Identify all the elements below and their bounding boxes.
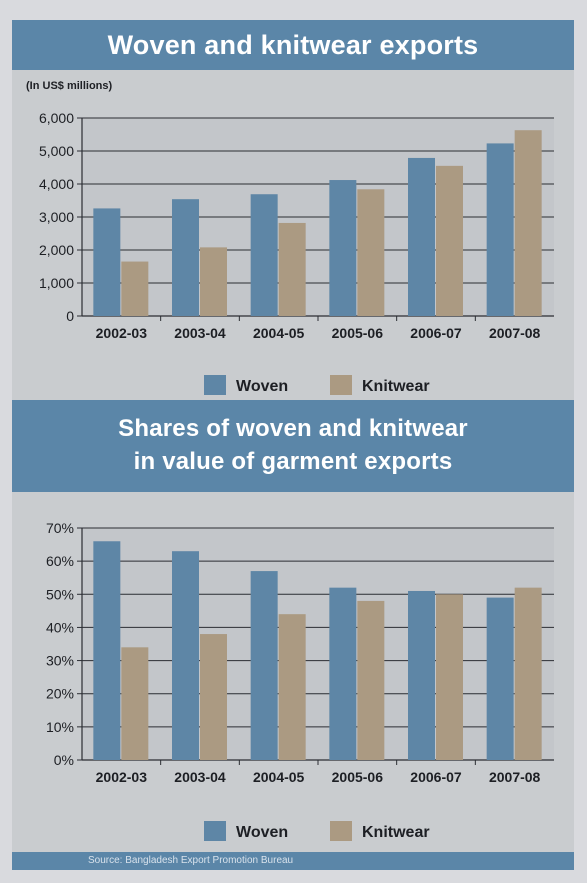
legend-swatch-woven	[204, 375, 226, 395]
x-tick-label-2006-07: 2006-07	[410, 325, 462, 341]
y-tick-label: 5,000	[39, 143, 74, 159]
bar-woven-2004-05	[250, 194, 278, 316]
bar-knitwear-2002-03	[121, 647, 149, 760]
x-tick-label-2003-04: 2003-04	[174, 325, 226, 341]
y-tick-label: 50%	[46, 586, 74, 602]
y-tick-label: 70%	[46, 520, 74, 536]
bar-knitwear-2005-06	[357, 189, 385, 316]
y-tick-label: 1,000	[39, 275, 74, 291]
chart2-svg: 0% 10% 20% 30% 40% 50% 60% 70% 2002-03 2003-04 200…	[46, 520, 554, 841]
infographic-frame: Woven and knitwear exports (In US$ milli…	[12, 20, 574, 870]
plot-area	[82, 528, 554, 760]
bar-knitwear-2005-06	[357, 600, 385, 760]
legend-label-knitwear: Knitwear	[362, 378, 430, 395]
y-tick-label: 20%	[46, 686, 74, 702]
x-tick-label-2002-03: 2002-03	[96, 325, 148, 341]
y-tick-label: 10%	[46, 719, 74, 735]
x-tick-label-2007-08: 2007-08	[489, 769, 541, 785]
bar-knitwear-2007-08	[514, 130, 542, 316]
chart2-title-band: Shares of woven and knitwear in value of…	[12, 400, 574, 492]
x-tick-label-2002-03: 2002-03	[96, 769, 148, 785]
x-tick-label-2005-06: 2005-06	[332, 325, 384, 341]
chart2-title-line-1: Shares of woven and knitwear	[118, 415, 468, 442]
x-tick-label-2005-06: 2005-06	[332, 769, 384, 785]
bar-woven-2006-07	[408, 157, 435, 316]
bar-woven-2003-04	[172, 199, 199, 316]
y-tick-label: 4,000	[39, 176, 74, 192]
y-tick-label: 60%	[46, 553, 74, 569]
bar-woven-2006-07	[408, 590, 435, 760]
bar-woven-2002-03	[93, 541, 121, 760]
chart1-svg: 0 1,000 2,000 3,000 4,000 5,000 6,000 2002-03 20…	[39, 110, 554, 395]
source-band: Source: Bangladesh Export Promotion Bure…	[12, 852, 574, 870]
bar-knitwear-2002-03	[121, 261, 149, 316]
legend-label-woven: Woven	[236, 378, 288, 395]
x-tick-label-2006-07: 2006-07	[410, 769, 462, 785]
bar-woven-2003-04	[172, 551, 199, 760]
bar-woven-2005-06	[329, 587, 357, 760]
bar-knitwear-2004-05	[278, 222, 306, 316]
bar-woven-2007-08	[486, 143, 514, 316]
y-tick-label: 0	[66, 308, 74, 324]
bar-knitwear-2007-08	[514, 587, 542, 760]
x-tick-label-2004-05: 2004-05	[253, 769, 305, 785]
y-tick-label: 2,000	[39, 242, 74, 258]
bar-woven-2005-06	[329, 180, 357, 316]
chart1-title: Woven and knitwear exports	[107, 30, 479, 60]
y-tick-label: 30%	[46, 653, 74, 669]
chart2-title-line-2: in value of garment exports	[133, 448, 453, 475]
legend-swatch-knitwear	[330, 821, 352, 841]
y-tick-label: 3,000	[39, 209, 74, 225]
bar-knitwear-2004-05	[278, 614, 306, 760]
legend-label-woven: Woven	[236, 824, 288, 841]
y-tick-label: 40%	[46, 619, 74, 635]
bar-knitwear-2006-07	[436, 165, 463, 316]
bar-knitwear-2003-04	[200, 247, 227, 316]
y-tick-label: 6,000	[39, 110, 74, 126]
y-tick-label: 0%	[54, 752, 74, 768]
chart1-unit-note: (In US$ millions)	[26, 80, 113, 92]
x-tick-label-2007-08: 2007-08	[489, 325, 541, 341]
chart1-title-band: Woven and knitwear exports	[12, 20, 574, 70]
x-tick-label-2003-04: 2003-04	[174, 769, 226, 785]
bar-woven-2007-08	[486, 597, 514, 760]
source-note: Source: Bangladesh Export Promotion Bure…	[88, 855, 294, 866]
bar-woven-2004-05	[250, 571, 278, 760]
legend-swatch-knitwear	[330, 375, 352, 395]
bar-knitwear-2006-07	[436, 594, 463, 760]
bar-knitwear-2003-04	[200, 634, 227, 760]
legend-swatch-woven	[204, 821, 226, 841]
bar-woven-2002-03	[93, 208, 121, 316]
x-tick-label-2004-05: 2004-05	[253, 325, 305, 341]
legend-label-knitwear: Knitwear	[362, 824, 430, 841]
